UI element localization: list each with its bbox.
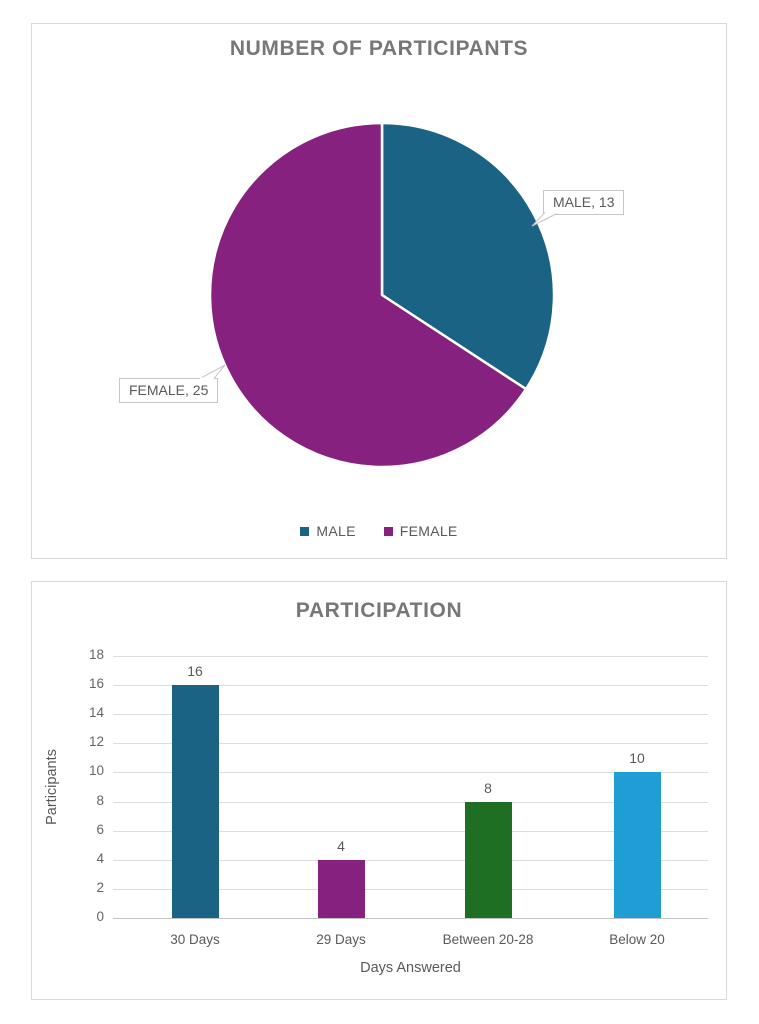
y-tick-label-10: 10 — [88, 763, 104, 779]
gridline-10 — [113, 772, 708, 774]
pie-data-label-male: MALE, 13 — [543, 190, 625, 215]
bar-30-days — [171, 685, 219, 918]
gridline-4 — [113, 859, 708, 861]
y-tick-label-16: 16 — [88, 676, 104, 692]
bar-value-label-29-days: 4 — [337, 837, 345, 854]
gridline-2 — [113, 888, 708, 890]
y-tick-label-8: 8 — [96, 792, 104, 808]
bar-value-label-between-20-28: 8 — [484, 779, 492, 796]
legend-swatch-female — [383, 526, 393, 536]
gridline-18 — [113, 656, 708, 657]
x-category-label-between-20-28: Between 20-28 — [442, 932, 534, 947]
pie-chart-card: NUMBER OF PARTICIPANTS MALE, 13 FEMALE, … — [31, 23, 727, 559]
bar-value-label-30-days: 16 — [187, 663, 203, 680]
bar-29-days — [317, 859, 365, 918]
y-tick-label-0: 0 — [96, 909, 104, 924]
pie-chart-title: NUMBER OF PARTICIPANTS — [229, 37, 529, 60]
legend-label-female: FEMALE — [399, 523, 458, 539]
y-tick-label-4: 4 — [96, 850, 104, 866]
y-tick-label-18: 18 — [88, 647, 104, 662]
legend-item-male: MALE — [300, 523, 355, 539]
bar-value-label-below-20: 10 — [629, 750, 645, 767]
legend-item-female: FEMALE — [383, 523, 458, 539]
gridline-14 — [113, 714, 708, 716]
pie-data-label-female: FEMALE, 25 — [119, 378, 219, 403]
pie-slice-female — [208, 121, 528, 469]
bar-chart-card: PARTICIPATION Participants Days Answered… — [31, 581, 727, 1000]
y-axis-title: Participants — [44, 749, 60, 825]
x-category-label-29-days: 29 Days — [316, 932, 366, 947]
y-tick-label-12: 12 — [88, 734, 104, 750]
legend-label-male: MALE — [316, 523, 356, 539]
gridline-16 — [113, 685, 708, 687]
gridline-6 — [113, 830, 708, 832]
x-category-label-30-days: 30 Days — [170, 932, 220, 947]
bar-below-20 — [613, 772, 661, 918]
pie-data-label-female-tail — [199, 364, 226, 380]
pie-chart — [208, 121, 556, 469]
y-tick-label-6: 6 — [96, 821, 104, 837]
y-tick-label-14: 14 — [88, 705, 104, 721]
y-tick-label-2: 2 — [96, 879, 104, 895]
x-category-label-below-20: Below 20 — [609, 932, 665, 947]
x-axis-title: Days Answered — [360, 960, 461, 976]
legend-swatch-male — [300, 526, 310, 536]
gridline-8 — [113, 801, 708, 803]
bar-chart-title: PARTICIPATION — [295, 599, 463, 622]
gridline-12 — [113, 743, 708, 745]
pie-data-label-male-tail — [531, 211, 560, 227]
gridline-0 — [113, 918, 708, 919]
pie-legend: MALE FEMALE — [32, 523, 726, 539]
bar-between-20-28 — [464, 801, 512, 918]
